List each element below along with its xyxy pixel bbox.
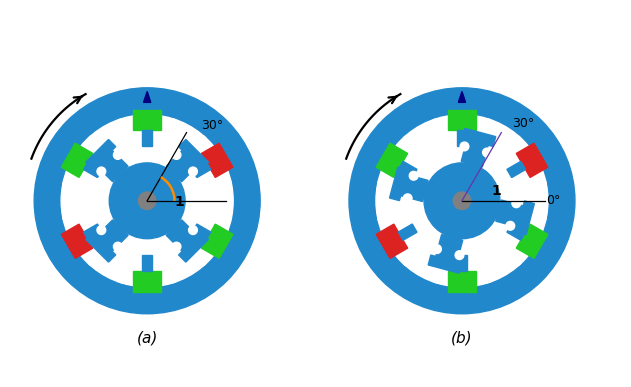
- Polygon shape: [507, 224, 526, 240]
- Circle shape: [88, 253, 100, 266]
- Polygon shape: [516, 201, 534, 235]
- Circle shape: [116, 119, 129, 132]
- Polygon shape: [389, 167, 408, 200]
- Polygon shape: [516, 224, 548, 259]
- Polygon shape: [133, 272, 161, 292]
- Polygon shape: [83, 161, 102, 178]
- Text: 30°: 30°: [201, 119, 223, 132]
- Polygon shape: [179, 139, 208, 170]
- Circle shape: [189, 226, 198, 235]
- Text: (a): (a): [136, 330, 158, 345]
- Circle shape: [403, 194, 412, 203]
- Circle shape: [480, 119, 493, 132]
- Polygon shape: [428, 255, 462, 273]
- Circle shape: [61, 115, 233, 287]
- Text: 30°: 30°: [512, 117, 534, 130]
- Polygon shape: [376, 143, 408, 177]
- Circle shape: [509, 135, 522, 148]
- Polygon shape: [133, 110, 161, 130]
- Circle shape: [88, 135, 100, 148]
- Circle shape: [34, 88, 260, 314]
- Text: 0°: 0°: [546, 194, 560, 207]
- Polygon shape: [448, 110, 476, 130]
- Circle shape: [509, 253, 522, 266]
- Circle shape: [189, 167, 198, 176]
- Polygon shape: [143, 91, 151, 103]
- Polygon shape: [61, 224, 93, 259]
- Polygon shape: [201, 143, 233, 177]
- Polygon shape: [93, 147, 128, 182]
- Circle shape: [116, 270, 129, 283]
- Circle shape: [165, 270, 179, 283]
- Polygon shape: [86, 232, 115, 262]
- Circle shape: [431, 119, 444, 132]
- Circle shape: [431, 270, 444, 283]
- Circle shape: [512, 199, 521, 208]
- Circle shape: [378, 178, 391, 191]
- Circle shape: [63, 178, 76, 191]
- Polygon shape: [457, 130, 467, 146]
- Polygon shape: [83, 224, 102, 240]
- Circle shape: [410, 171, 418, 180]
- Circle shape: [63, 211, 76, 224]
- Circle shape: [218, 211, 232, 224]
- Circle shape: [218, 178, 232, 191]
- Polygon shape: [398, 224, 417, 240]
- Circle shape: [533, 178, 546, 191]
- Circle shape: [455, 251, 464, 260]
- Polygon shape: [457, 255, 467, 272]
- Circle shape: [402, 253, 415, 266]
- Circle shape: [97, 226, 106, 235]
- Circle shape: [172, 242, 181, 251]
- Circle shape: [97, 167, 106, 176]
- Circle shape: [402, 135, 415, 148]
- Circle shape: [194, 253, 207, 266]
- Polygon shape: [143, 255, 152, 272]
- Polygon shape: [461, 135, 490, 167]
- Circle shape: [349, 88, 575, 314]
- Polygon shape: [434, 235, 463, 267]
- Circle shape: [114, 242, 122, 251]
- Circle shape: [460, 142, 469, 151]
- Circle shape: [138, 192, 156, 209]
- Text: 1: 1: [175, 195, 185, 209]
- Polygon shape: [192, 224, 211, 240]
- Polygon shape: [93, 220, 128, 255]
- Circle shape: [165, 119, 179, 132]
- Circle shape: [378, 211, 391, 224]
- Polygon shape: [201, 224, 233, 259]
- Polygon shape: [86, 139, 115, 170]
- Polygon shape: [462, 128, 496, 147]
- Circle shape: [424, 163, 500, 239]
- Circle shape: [114, 151, 122, 159]
- Circle shape: [172, 151, 181, 159]
- Circle shape: [109, 163, 185, 239]
- Polygon shape: [448, 272, 476, 292]
- Text: 1: 1: [491, 184, 501, 198]
- Circle shape: [433, 245, 441, 253]
- Polygon shape: [398, 161, 417, 178]
- Circle shape: [506, 221, 515, 230]
- Polygon shape: [496, 200, 528, 228]
- Text: (b): (b): [451, 330, 473, 345]
- Polygon shape: [507, 161, 526, 178]
- Circle shape: [194, 135, 207, 148]
- Polygon shape: [376, 224, 408, 259]
- Circle shape: [533, 211, 546, 224]
- Polygon shape: [396, 173, 428, 202]
- Polygon shape: [192, 161, 211, 178]
- Polygon shape: [516, 143, 548, 177]
- Polygon shape: [61, 143, 93, 177]
- Polygon shape: [458, 91, 466, 103]
- Circle shape: [453, 192, 471, 209]
- Polygon shape: [166, 147, 201, 182]
- Polygon shape: [166, 220, 201, 255]
- Circle shape: [376, 115, 548, 287]
- Circle shape: [483, 148, 492, 157]
- Circle shape: [480, 270, 493, 283]
- Polygon shape: [143, 130, 152, 146]
- Polygon shape: [179, 232, 208, 262]
